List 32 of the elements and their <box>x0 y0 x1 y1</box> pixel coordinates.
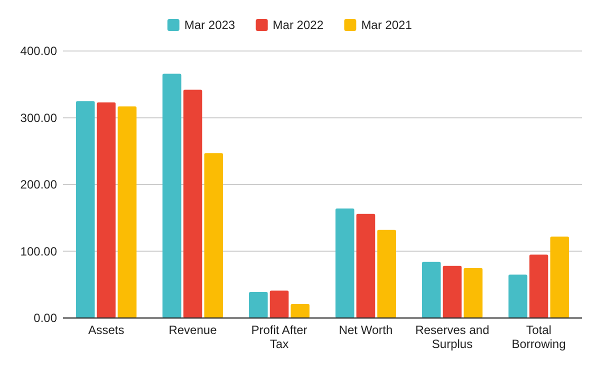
y-tick-label: 100.00 <box>20 244 58 258</box>
legend-label: Mar 2021 <box>361 18 412 32</box>
bar <box>118 106 137 318</box>
bar <box>550 236 570 318</box>
y-tick-label: 200.00 <box>20 178 58 192</box>
y-tick-label: 0.00 <box>34 311 58 326</box>
bar <box>270 290 289 318</box>
x-tick-label: Profit After Tax <box>251 323 308 351</box>
bar <box>529 254 548 318</box>
bar <box>464 268 483 318</box>
bar <box>162 74 182 318</box>
bar <box>377 230 396 318</box>
legend-label: Mar 2022 <box>272 18 324 32</box>
x-tick-label: Reserves and Surplus <box>415 323 490 351</box>
bar <box>204 153 224 318</box>
bar <box>183 90 202 318</box>
x-tick-label: Total Borrowing <box>512 323 566 351</box>
bar <box>96 102 116 318</box>
bar <box>442 266 462 318</box>
bar <box>356 214 376 318</box>
y-tick-label: 400.00 <box>20 44 58 58</box>
legend-label: Mar 2023 <box>184 18 236 32</box>
x-tick-label: Net Worth <box>338 323 393 337</box>
x-tick-label: Assets <box>88 323 124 337</box>
bar <box>422 262 441 318</box>
bar <box>76 101 95 318</box>
bar <box>508 274 528 318</box>
bar <box>290 304 310 318</box>
y-tick-label: 300.00 <box>20 110 58 125</box>
bar <box>335 208 354 318</box>
x-tick-label: Revenue <box>168 323 218 337</box>
bar <box>248 292 268 318</box>
